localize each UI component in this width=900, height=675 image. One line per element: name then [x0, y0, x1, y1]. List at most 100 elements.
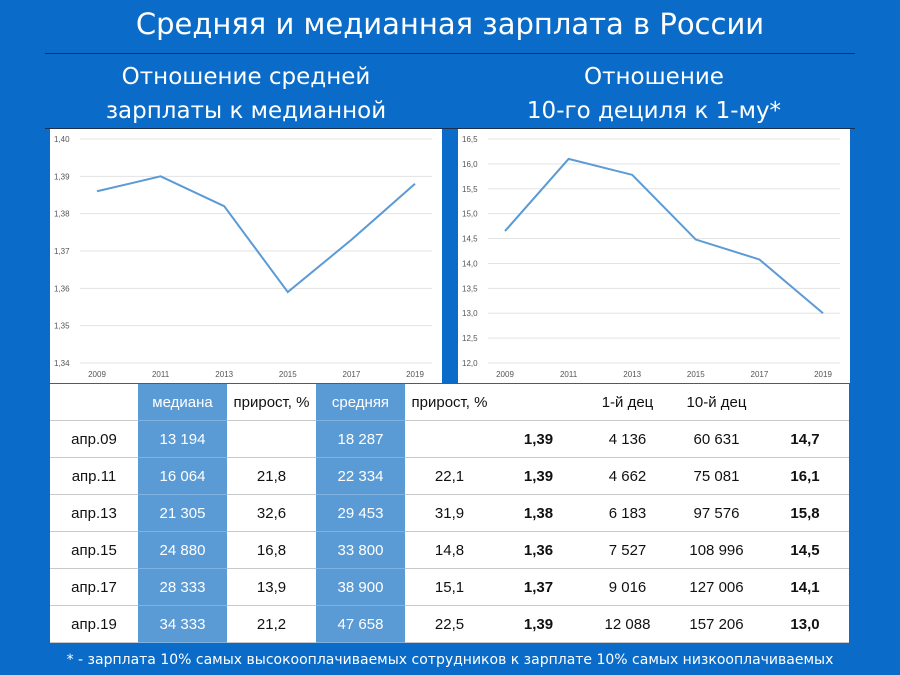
table-header-cell: 10-й дец	[672, 384, 761, 421]
table-cell: 1,39	[494, 605, 583, 643]
table-cell: 97 576	[672, 494, 761, 532]
table-cell: 47 658	[316, 605, 405, 643]
subtitle-divider	[45, 128, 855, 129]
x-tick-label: 2015	[687, 370, 705, 379]
left-subtitle-line-2: зарплаты к медианной	[105, 98, 387, 124]
y-tick-label: 15,5	[462, 185, 478, 194]
x-tick-label: 2011	[560, 370, 578, 379]
table-row: апр.11 16 064 21,8 22 334 22,1 1,39 4 662 75 08…	[50, 457, 849, 495]
table-cell: 22,1	[405, 457, 494, 495]
table-cell: апр.15	[50, 531, 138, 569]
table-cell: 1,39	[494, 420, 583, 458]
table-header-cell: прирост, %	[405, 384, 494, 421]
table-cell: 33 800	[316, 531, 405, 569]
title-divider	[45, 53, 855, 54]
table-cell: 18 287	[316, 420, 405, 458]
left-subtitle-line-1: Отношение средней	[121, 64, 371, 90]
decile-series-line	[504, 157, 824, 314]
y-tick-label: 14,5	[462, 235, 478, 244]
x-tick-label: 2013	[623, 370, 641, 379]
table-header-cell: медиана	[138, 384, 227, 421]
table-cell: 6 183	[583, 494, 672, 532]
table-cell: 12 088	[583, 605, 672, 643]
table-cell: 108 996	[672, 531, 761, 569]
x-tick-label: 2017	[751, 370, 769, 379]
footnote: * - зарплата 10% самых высокооплачиваемы…	[66, 652, 834, 668]
table-cell: 21,2	[227, 605, 316, 643]
table-cell: 22 334	[316, 457, 405, 495]
left-chart-subtitle: Отношение средней зарплаты к медианной	[50, 60, 442, 128]
table-row: апр.17 28 333 13,9 38 900 15,1 1,37 9 016 127 0…	[50, 568, 849, 606]
table-cell: 13 194	[138, 420, 227, 458]
table-cell: 16,1	[761, 457, 849, 495]
table-cell: апр.17	[50, 568, 138, 606]
right-subtitle-line-2: 10-го дециля к 1-му*	[526, 98, 782, 124]
right-subtitle-line-1: Отношение	[584, 64, 724, 90]
table-row: апр.09 13 194 18 287 1,39 4 136 60 631 14,7	[50, 420, 849, 458]
table-cell: 21 305	[138, 494, 227, 532]
table-cell: 32,6	[227, 494, 316, 532]
table-cell: 75 081	[672, 457, 761, 495]
decile-ratio-chart: 12,0 12,5 13,0 13,5 14,0 14,5 15,0 15,5 16,0 16,5…	[458, 129, 850, 383]
y-tick-label: 1,35	[54, 322, 70, 331]
decile-ratio-svg: 12,0 12,5 13,0 13,5 14,0 14,5 15,0 15,5 16,0 16,5…	[462, 135, 840, 379]
x-tick-label: 2017	[343, 370, 361, 379]
table-cell: 31,9	[405, 494, 494, 532]
y-tick-label: 12,5	[462, 334, 478, 343]
y-tick-label: 16,5	[462, 135, 478, 144]
right-chart-subtitle: Отношение 10-го дециля к 1-му*	[458, 60, 850, 128]
table-cell: 13,0	[761, 605, 849, 643]
table-cell: 15,8	[761, 494, 849, 532]
table-cell: 60 631	[672, 420, 761, 458]
table-cell: апр.19	[50, 605, 138, 643]
table-cell: 38 900	[316, 568, 405, 606]
page-title: Средняя и медианная зарплата в России	[135, 7, 765, 41]
y-tick-label: 1,38	[54, 210, 70, 219]
table-cell: 16,8	[227, 531, 316, 569]
x-tick-label: 2009	[88, 370, 106, 379]
table-row: апр.15 24 880 16,8 33 800 14,8 1,36 7 527 108 9…	[50, 531, 849, 569]
y-tick-label: 16,0	[462, 160, 478, 169]
table-cell: 24 880	[138, 531, 227, 569]
table-cell: 157 206	[672, 605, 761, 643]
y-tick-label: 14,0	[462, 259, 478, 268]
mean-median-ratio-svg: 1,34 1,35 1,36 1,37 1,38 1,39 1,40 2009 2011 2013…	[54, 135, 432, 379]
table-cell: 28 333	[138, 568, 227, 606]
x-tick-label: 2013	[215, 370, 233, 379]
table-cell: 9 016	[583, 568, 672, 606]
x-tick-label: 2009	[496, 370, 514, 379]
table-header-cell	[50, 384, 138, 421]
table-header-cell	[494, 384, 583, 421]
table-row: апр.19 34 333 21,2 47 658 22,5 1,39 12 088 157 …	[50, 605, 849, 643]
table-cell: 21,8	[227, 457, 316, 495]
table-cell: 14,8	[405, 531, 494, 569]
table-header-cell: прирост, %	[227, 384, 316, 421]
table-header-row: медиана прирост, % средняя прирост, % 1-й де…	[50, 384, 849, 421]
table-cell: 34 333	[138, 605, 227, 643]
y-tick-label: 12,0	[462, 359, 478, 368]
table-cell: 4 136	[583, 420, 672, 458]
table-header-cell: 1-й дец	[583, 384, 672, 421]
table-cell: 127 006	[672, 568, 761, 606]
x-tick-label: 2019	[814, 370, 832, 379]
table-cell	[405, 420, 494, 458]
y-tick-label: 1,34	[54, 359, 70, 368]
table-cell: 7 527	[583, 531, 672, 569]
table-cell: 4 662	[583, 457, 672, 495]
table-cell: 14,7	[761, 420, 849, 458]
y-tick-label: 1,37	[54, 247, 70, 256]
table-cell	[227, 420, 316, 458]
table-cell: 1,37	[494, 568, 583, 606]
table-cell: 14,5	[761, 531, 849, 569]
y-tick-label: 1,39	[54, 172, 70, 181]
table-row: апр.13 21 305 32,6 29 453 31,9 1,38 6 183 97 57…	[50, 494, 849, 532]
mean-median-series-line	[96, 175, 416, 294]
table-header-cell: средняя	[316, 384, 405, 421]
y-tick-label: 1,40	[54, 135, 70, 144]
table-cell: 13,9	[227, 568, 316, 606]
y-tick-label: 13,0	[462, 309, 478, 318]
salary-table: медиана прирост, % средняя прирост, % 1-й де…	[50, 384, 849, 643]
y-tick-label: 15,0	[462, 210, 478, 219]
x-tick-label: 2015	[279, 370, 297, 379]
x-tick-label: 2011	[152, 370, 170, 379]
